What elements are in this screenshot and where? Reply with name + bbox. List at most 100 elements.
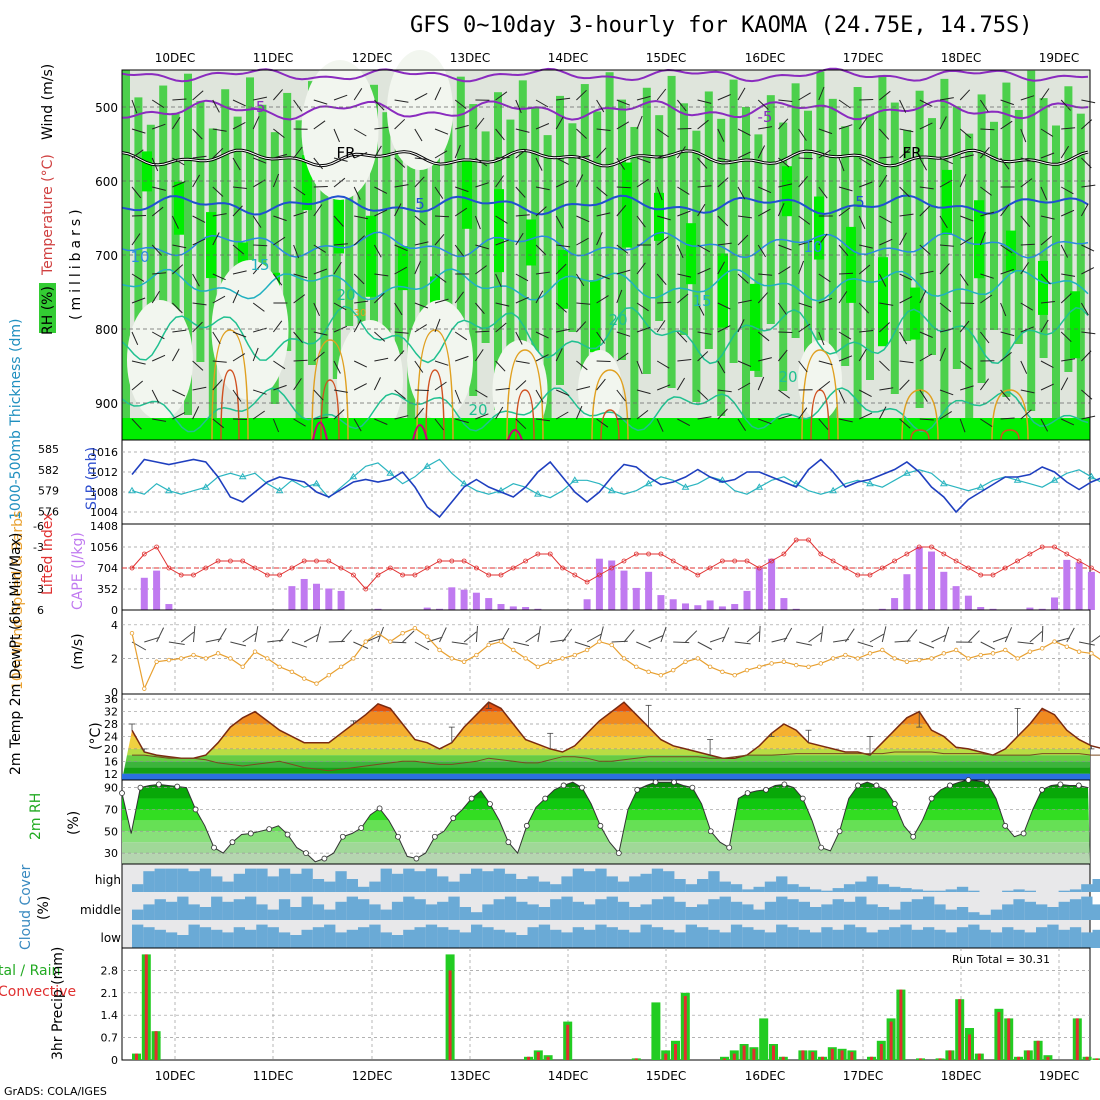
precip-convective-bar <box>683 996 687 1060</box>
wind10m-barb <box>968 630 980 643</box>
cloud-bar <box>425 904 438 920</box>
precip-convective-bar <box>958 999 962 1060</box>
lifted-index-point <box>867 572 873 578</box>
cloud-bar <box>798 929 810 948</box>
upper-wind-barb <box>414 360 424 373</box>
wind10m-barb <box>709 636 726 643</box>
wind10m-point <box>781 659 787 664</box>
cloud-bar <box>471 924 483 948</box>
cloud-bar <box>1002 890 1014 892</box>
upper-wind-barb <box>555 302 567 313</box>
cloud-bar <box>256 924 268 948</box>
upper-wind-barb <box>1020 178 1033 188</box>
precip-convective-bar <box>977 1053 981 1060</box>
upper-wind-barb <box>374 418 388 425</box>
rh-fill-column <box>394 72 403 355</box>
wind10m-point <box>855 656 860 661</box>
wind10m-point <box>597 639 602 644</box>
lifted-index-point <box>966 565 971 571</box>
rh2m-point <box>744 790 751 796</box>
lifted-index-point <box>818 551 824 557</box>
cape-bar <box>645 571 653 610</box>
cloud-bar <box>923 890 935 892</box>
wind-panel-frame <box>121 609 1091 695</box>
upper-wind-barb <box>151 206 164 217</box>
cape-bar <box>522 607 530 610</box>
upper-wind-barb <box>778 331 793 333</box>
wind10m-point <box>1027 649 1033 654</box>
upper-wind-barb <box>434 360 449 366</box>
rh2m-point <box>579 784 585 791</box>
wind10m-barb <box>303 634 319 643</box>
upper-wind-barb <box>636 215 646 228</box>
precip-axis: 0 0.7 1.4 2.1 2.8 <box>101 964 119 1067</box>
upper-wind-barb <box>576 237 589 246</box>
lifted-index-point <box>535 551 541 557</box>
cloud-bar <box>493 868 505 892</box>
wind10m-barb <box>734 641 751 645</box>
upper-wind-barb <box>434 381 447 391</box>
cloud-bar <box>482 871 494 892</box>
top-date-label: 11DEC <box>253 51 293 65</box>
upper-wind-barb <box>535 99 549 108</box>
upper-wind-barb <box>455 124 469 130</box>
upper-wind-barb <box>293 378 302 391</box>
upper-wind-barb <box>515 232 524 246</box>
upper-wind-barb <box>555 180 570 188</box>
wind10m-point <box>400 631 405 636</box>
upper-wind-barb <box>980 211 995 217</box>
rh2m-point <box>229 839 236 846</box>
wind10m-barb <box>943 626 950 643</box>
temp-tick: 16 <box>104 755 118 768</box>
wind10m-barb <box>180 631 195 643</box>
rh-fill-column <box>419 127 428 368</box>
upper-wind-barb <box>171 215 179 229</box>
isotherm-30-loop <box>810 389 830 441</box>
cloud-bar <box>764 901 777 920</box>
cloud-bar <box>233 927 245 948</box>
precip-total-bar <box>651 1002 661 1060</box>
lifted-index-point <box>904 551 910 557</box>
cape-bar <box>300 578 308 610</box>
upper-wind-barb <box>172 389 186 397</box>
wind10m-point <box>498 639 504 644</box>
rh-fill-column <box>556 95 564 386</box>
wind10m-point <box>867 651 873 656</box>
upper-wind-barb <box>151 331 165 340</box>
cloud-bar <box>335 901 347 920</box>
isotherm-30-loop <box>1000 429 1020 441</box>
cape-bar <box>534 608 542 610</box>
upper-wind-barb <box>293 146 303 159</box>
upper-wind-barb <box>859 244 873 249</box>
upper-wind-barb <box>939 302 952 313</box>
precip-convective-bar <box>811 1052 815 1060</box>
upper-wind-barb <box>414 324 427 333</box>
upper-wind-barb <box>697 267 711 275</box>
upper-wind-barb <box>838 124 853 130</box>
contour-label: 20 <box>608 311 627 329</box>
rh-fill-column <box>146 124 155 334</box>
upper-wind-barb <box>939 157 954 165</box>
precip-convective-bar <box>674 1044 677 1060</box>
thickness-point <box>939 479 948 487</box>
upper-wind-barb <box>212 99 220 113</box>
rh-fill-column <box>1064 86 1073 372</box>
upper-wind-barb <box>798 92 811 101</box>
upper-wind-barb <box>313 204 323 217</box>
upper-wind-barb <box>1020 360 1028 374</box>
upper-wind-barb <box>151 157 159 172</box>
upper-wind-barb <box>717 128 725 142</box>
precip-panel-frame <box>121 947 1091 1061</box>
wind10m-point <box>941 651 946 656</box>
rh-high-column <box>366 215 376 297</box>
upper-wind-barb <box>1000 417 1015 420</box>
upper-wind-barb <box>798 128 807 141</box>
upper-wind-barb <box>677 331 688 343</box>
lifted-index-point <box>227 558 233 564</box>
upper-wind-barb <box>495 322 507 333</box>
isotherm-30-loop <box>425 369 445 441</box>
upper-wind-barb <box>232 99 246 107</box>
precip-convective-bar <box>938 1058 942 1060</box>
